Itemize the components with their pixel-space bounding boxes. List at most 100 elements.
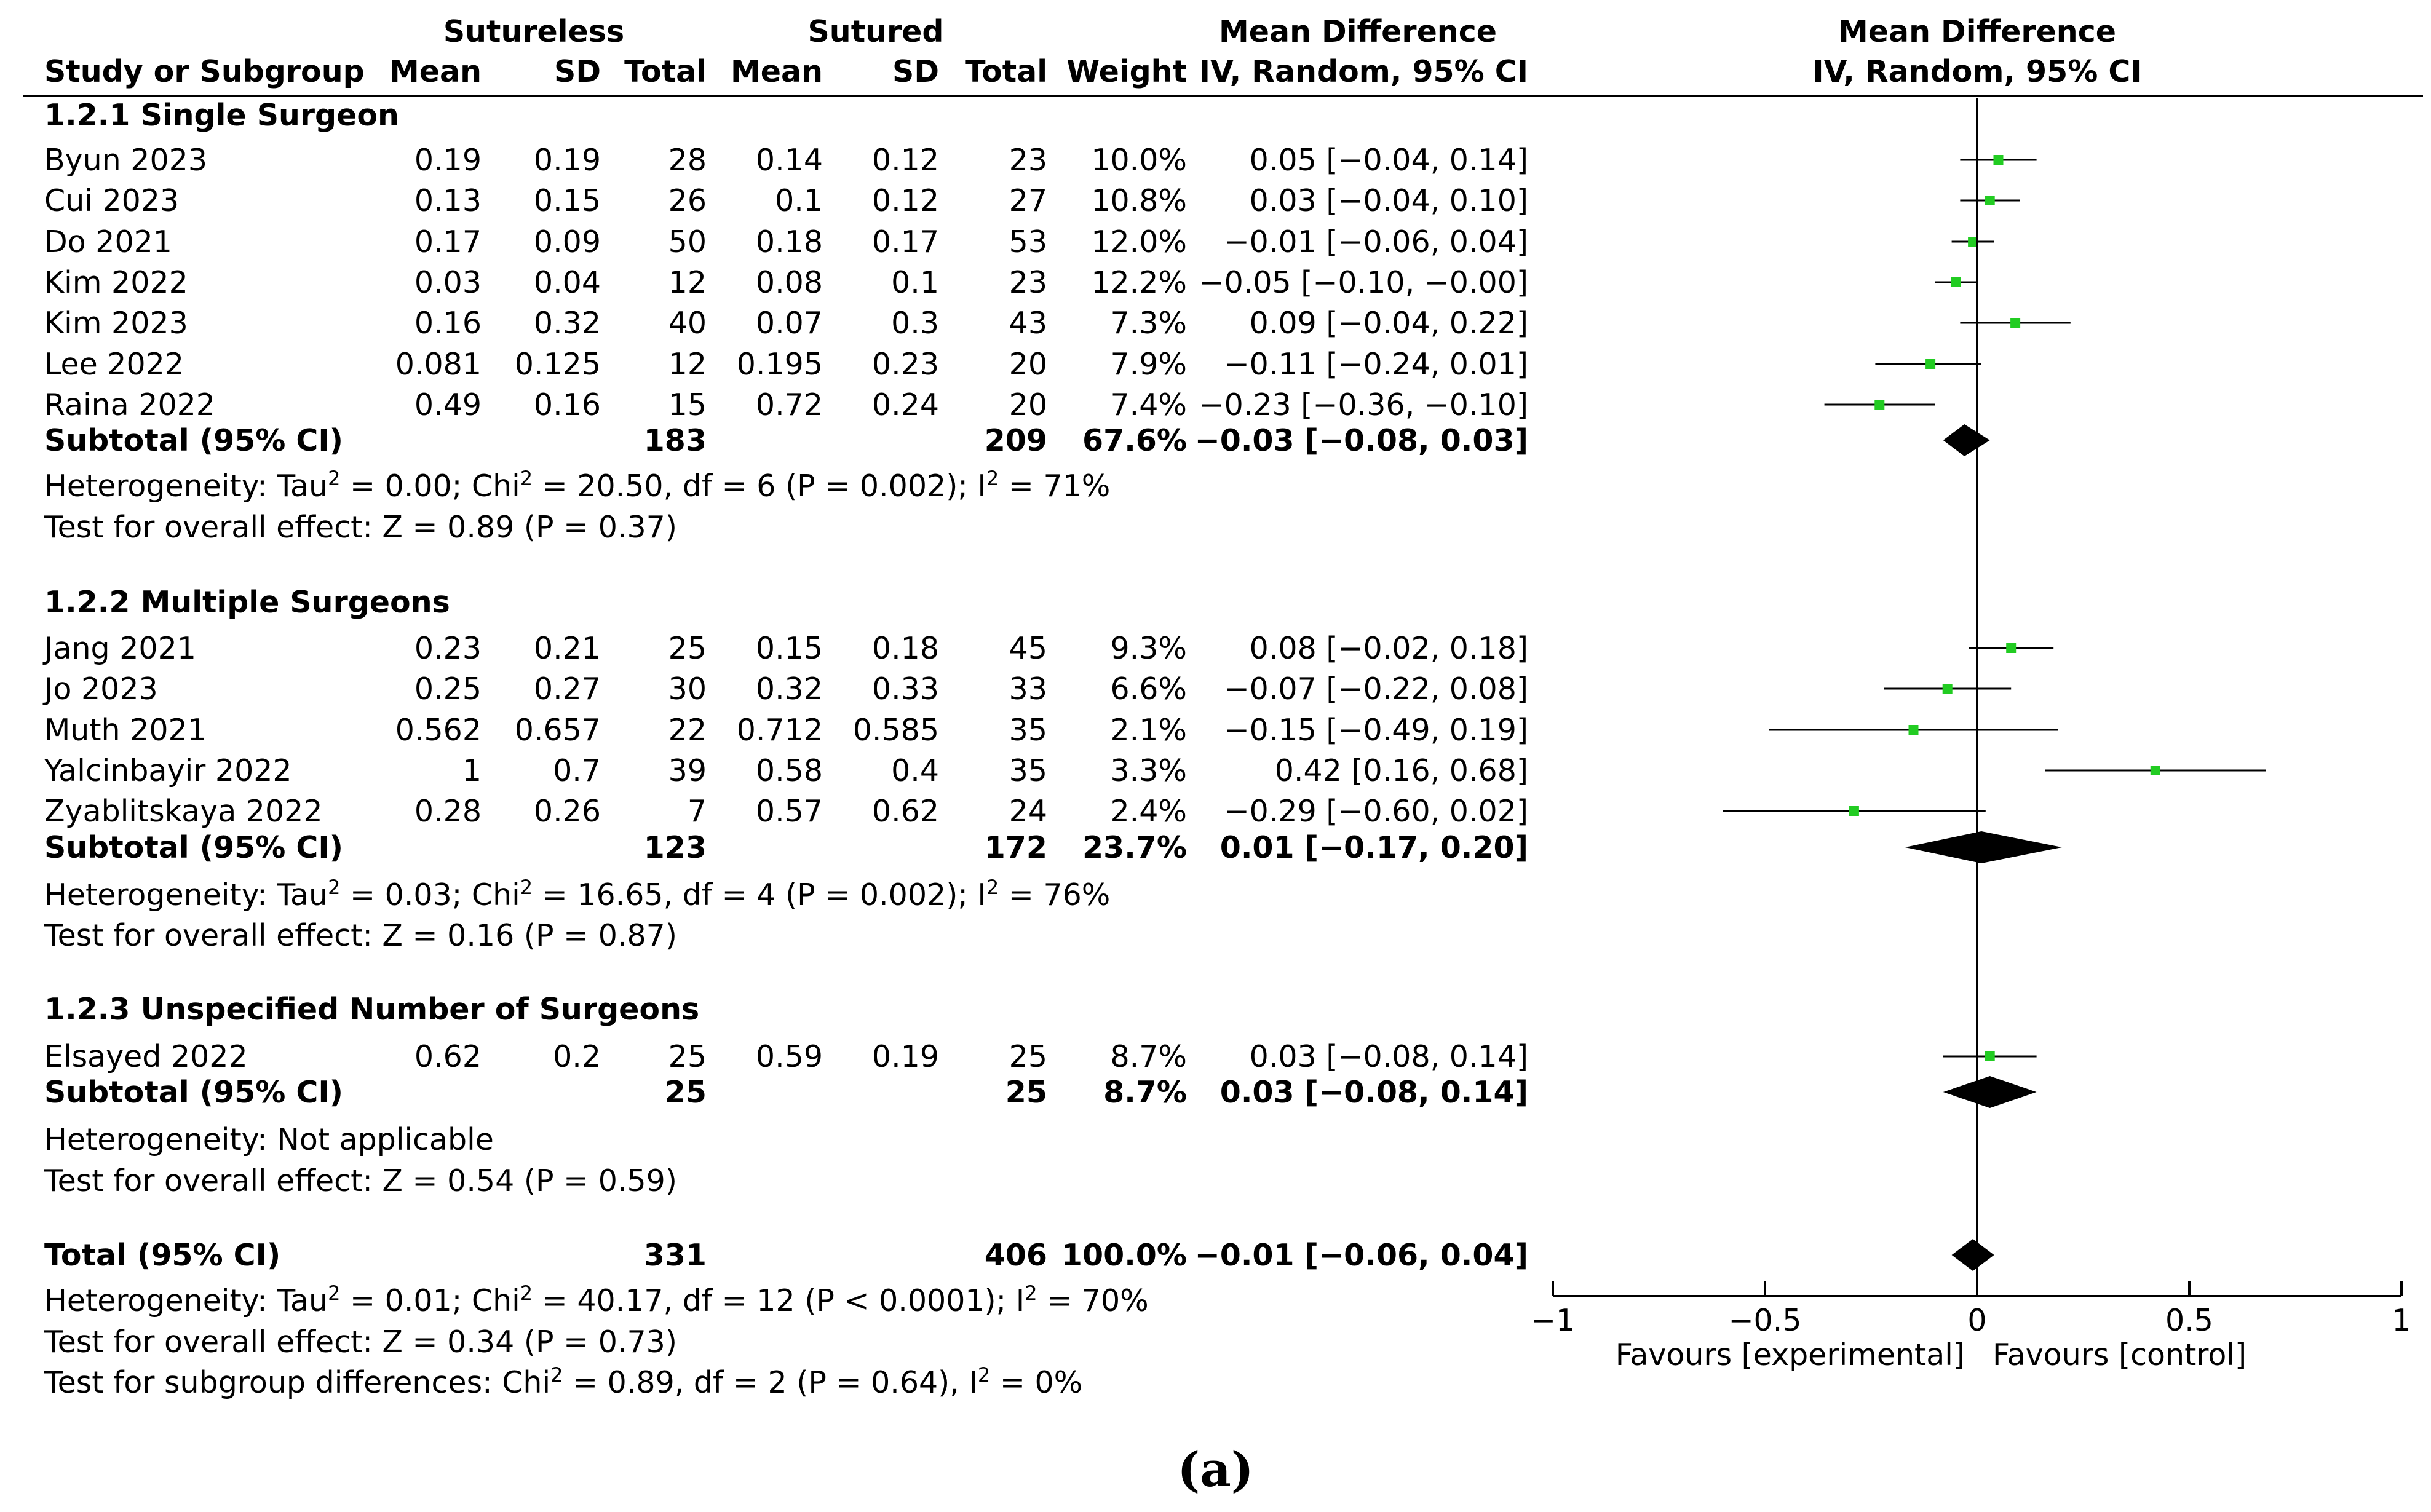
cell-ctrl-sd: 0.1 [891,265,939,300]
col-header-study: Study or Subgroup [44,54,365,89]
subtotal-ci: 0.03 [−0.08, 0.14] [1220,1075,1528,1110]
cell-ctrl-total: 20 [1009,387,1047,422]
cell-exp-mean: 0.62 [414,1039,482,1074]
total-exp-total: 331 [644,1238,707,1273]
point-estimate-marker [2150,766,2160,775]
cell-ctrl-sd: 0.4 [891,753,939,788]
overall-effect-text: Test for overall effect: Z = 0.54 (P = 0… [44,1163,677,1198]
point-estimate-marker [1968,237,1978,247]
cell-ctrl-total: 35 [1009,713,1047,748]
cell-weight: 9.3% [1111,631,1188,666]
col-header-weight: Weight [1066,54,1187,89]
point-estimate-marker [1985,1051,1995,1061]
cell-ci: 0.05 [−0.04, 0.14] [1250,143,1528,178]
cell-ctrl-mean: 0.72 [756,387,823,422]
cell-ctrl-mean: 0.14 [756,143,823,178]
study-name: Jang 2021 [42,631,196,666]
cell-ci: 0.03 [−0.08, 0.14] [1250,1039,1528,1074]
cell-exp-total: 50 [668,224,707,259]
overall-effect-text: Test for overall effect: Z = 0.89 (P = 0… [44,510,677,545]
cell-exp-total: 26 [668,183,707,218]
cell-exp-sd: 0.26 [534,794,601,829]
cell-weight: 7.9% [1111,347,1188,382]
x-axis-tick-label: 0.5 [2165,1303,2213,1338]
cell-weight: 2.4% [1111,794,1188,829]
heterogeneity-text: Heterogeneity: Not applicable [44,1122,494,1157]
study-name: Jo 2023 [42,671,158,707]
col-header-plot-ci: IV, Random, 95% CI [1812,54,2141,89]
col-header-total: Total [965,54,1047,89]
study-name: Yalcinbayir 2022 [44,753,292,788]
x-axis-tick-label: 0 [1967,1303,1986,1338]
cell-ctrl-mean: 0.712 [737,713,823,748]
col-header-ci: IV, Random, 95% CI [1199,54,1528,89]
cell-ci: −0.23 [−0.36, −0.10] [1199,387,1528,422]
cell-exp-total: 15 [668,387,707,422]
cell-ci: 0.03 [−0.04, 0.10] [1250,183,1528,218]
cell-exp-sd: 0.16 [534,387,601,422]
cell-weight: 2.1% [1111,713,1188,748]
subtotal-ctrl-total: 25 [1005,1075,1047,1110]
heterogeneity-text: Heterogeneity: Tau2 = 0.03; Chi2 = 16.65… [44,876,1110,912]
subtotal-exp-total: 25 [665,1075,707,1110]
cell-ctrl-mean: 0.32 [756,671,823,707]
pooled-diamond [1905,831,2062,863]
cell-ci: 0.42 [0.16, 0.68] [1275,753,1528,788]
point-estimate-marker [1849,806,1859,816]
cell-ctrl-sd: 0.3 [891,306,939,341]
study-name: Elsayed 2022 [44,1039,248,1074]
cell-ctrl-total: 24 [1009,794,1047,829]
cell-ctrl-sd: 0.23 [872,347,939,382]
study-name: Do 2021 [44,224,172,259]
cell-exp-sd: 0.32 [534,306,601,341]
cell-exp-total: 12 [668,265,707,300]
total-heterogeneity-text: Heterogeneity: Tau2 = 0.01; Chi2 = 40.17… [44,1281,1149,1318]
cell-ctrl-mean: 0.18 [756,224,823,259]
cell-exp-total: 39 [668,753,707,788]
point-estimate-marker [1985,196,1995,205]
cell-exp-mean: 0.081 [395,347,482,382]
cell-exp-sd: 0.125 [515,347,601,382]
cell-ctrl-total: 35 [1009,753,1047,788]
cell-exp-sd: 0.09 [534,224,601,259]
subtotal-ctrl-total: 172 [985,830,1047,865]
cell-weight: 6.6% [1111,671,1188,707]
cell-ci: −0.29 [−0.60, 0.02] [1224,794,1528,829]
cell-ctrl-sd: 0.12 [872,183,939,218]
heterogeneity-text: Heterogeneity: Tau2 = 0.00; Chi2 = 20.50… [44,467,1110,504]
pooled-diamond [1943,1076,2037,1108]
point-estimate-marker [1925,359,1936,369]
cell-exp-mean: 0.28 [414,794,482,829]
header-sutured: Sutured [808,14,944,49]
cell-ctrl-mean: 0.59 [756,1039,823,1074]
cell-exp-mean: 0.16 [414,306,482,341]
subtotal-exp-total: 183 [644,423,707,458]
cell-ctrl-mean: 0.08 [756,265,823,300]
cell-ctrl-sd: 0.62 [872,794,939,829]
figure-caption: (a) [1177,1442,1254,1498]
study-name: Zyablitskaya 2022 [44,794,323,829]
cell-ctrl-total: 23 [1009,265,1047,300]
cell-exp-mean: 0.19 [414,143,482,178]
overall-effect-text: Test for overall effect: Z = 0.16 (P = 0… [44,918,677,953]
cell-ctrl-total: 20 [1009,347,1047,382]
study-name: Kim 2023 [44,306,188,341]
total-ci: −0.01 [−0.06, 0.04] [1195,1238,1528,1273]
total-label: Total (95% CI) [44,1238,280,1273]
cell-exp-total: 30 [668,671,707,707]
subtotal-label: Subtotal (95% CI) [44,830,343,865]
favours-control-label: Favours [control] [1993,1337,2247,1372]
favours-experimental-label: Favours [experimental] [1616,1337,1965,1372]
cell-ctrl-total: 23 [1009,143,1047,178]
cell-exp-total: 40 [668,306,707,341]
cell-exp-sd: 0.15 [534,183,601,218]
cell-ci: −0.11 [−0.24, 0.01] [1224,347,1528,382]
header-plot-mean-difference: Mean Difference [1838,14,2116,49]
cell-ctrl-sd: 0.17 [872,224,939,259]
col-header-sd: SD [554,54,601,89]
cell-weight: 12.2% [1091,265,1187,300]
subtotal-ci: 0.01 [−0.17, 0.20] [1220,830,1528,865]
cell-exp-sd: 0.7 [553,753,601,788]
cell-ctrl-sd: 0.18 [872,631,939,666]
